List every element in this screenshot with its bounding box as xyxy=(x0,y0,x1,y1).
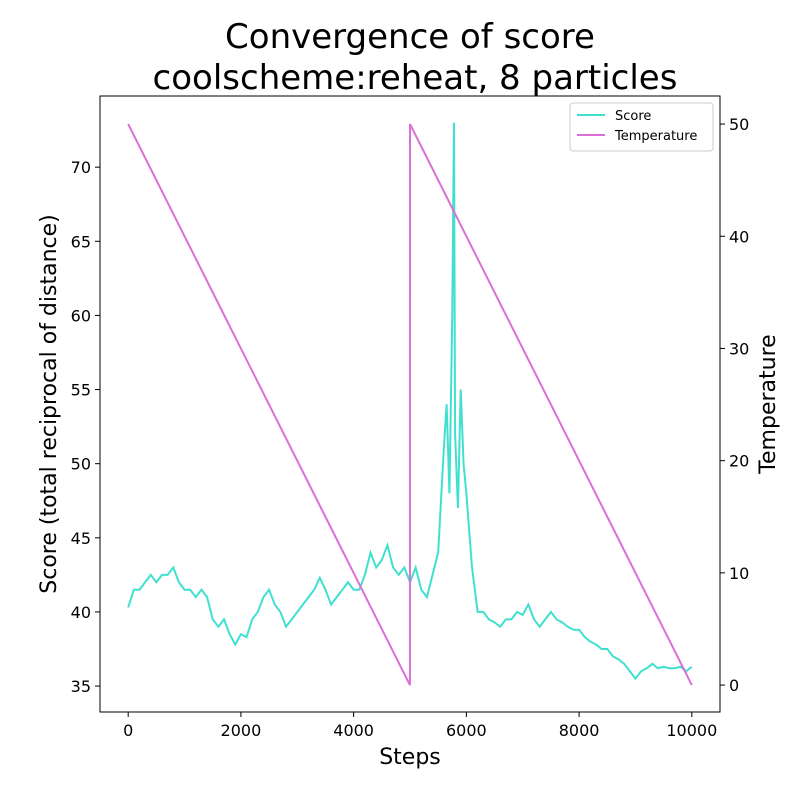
y-tick-label: 70 xyxy=(71,158,91,177)
y2-tick-label: 40 xyxy=(729,227,749,246)
x-tick-label: 10000 xyxy=(666,721,717,740)
y-tick-label: 50 xyxy=(71,455,91,474)
series-line xyxy=(127,122,693,681)
y2-tick-label: 30 xyxy=(729,339,749,358)
y-tick-label: 60 xyxy=(71,306,91,325)
series-line xyxy=(127,123,693,686)
legend-label: Temperature xyxy=(614,129,697,144)
chart-subtitle: coolscheme:reheat, 8 particles xyxy=(153,58,678,98)
chart-title: Convergence of score xyxy=(225,17,595,57)
y-tick-label: 65 xyxy=(71,232,91,251)
y-tick-label: 45 xyxy=(71,529,91,548)
x-tick-label: 8000 xyxy=(559,721,600,740)
y-axis-label: Score (total reciprocal of distance) xyxy=(37,214,62,593)
x-tick-label: 6000 xyxy=(446,721,487,740)
x-tick-label: 2000 xyxy=(221,721,262,740)
x-tick-label: 0 xyxy=(123,721,133,740)
y2-tick-label: 50 xyxy=(729,115,749,134)
y-tick-label: 40 xyxy=(71,603,91,622)
y2-tick-label: 10 xyxy=(729,564,749,583)
x-tick-label: 4000 xyxy=(333,721,374,740)
y-tick-label: 35 xyxy=(71,677,91,696)
y2-axis-label: Temperature xyxy=(756,334,781,474)
y-tick-label: 55 xyxy=(71,381,91,400)
x-axis-label: Steps xyxy=(379,745,441,770)
legend-label: Score xyxy=(615,109,651,124)
plot-frame xyxy=(99,95,721,713)
y2-tick-label: 0 xyxy=(729,676,739,695)
y2-tick-label: 20 xyxy=(729,452,749,471)
legend-box xyxy=(569,102,714,152)
